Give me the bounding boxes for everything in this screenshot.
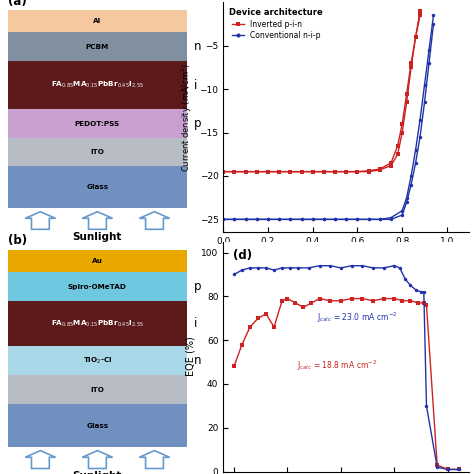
Y-axis label: Current density (mA/cm$^2$): Current density (mA/cm$^2$) bbox=[180, 63, 194, 172]
Bar bbox=[9, 404, 187, 447]
Text: J$_{calc}$ = 23.0 mA cm$^{-2}$: J$_{calc}$ = 23.0 mA cm$^{-2}$ bbox=[317, 310, 397, 325]
Bar bbox=[9, 32, 187, 61]
Text: Au: Au bbox=[92, 258, 103, 264]
Text: i: i bbox=[194, 79, 197, 91]
Text: (a): (a) bbox=[9, 0, 27, 8]
Bar bbox=[9, 375, 187, 404]
Text: ITO: ITO bbox=[91, 387, 104, 393]
Text: n: n bbox=[194, 40, 201, 53]
PathPatch shape bbox=[82, 212, 113, 229]
Text: i: i bbox=[194, 317, 197, 330]
Text: Glass: Glass bbox=[86, 184, 109, 191]
Bar bbox=[9, 301, 187, 346]
Bar bbox=[9, 346, 187, 375]
Bar bbox=[9, 250, 187, 272]
Text: (d): (d) bbox=[233, 248, 252, 262]
Bar bbox=[9, 61, 187, 109]
Text: Al: Al bbox=[93, 18, 101, 24]
X-axis label: Voltage (V): Voltage (V) bbox=[319, 252, 373, 262]
Text: TiO$_2$-Cl: TiO$_2$-Cl bbox=[83, 356, 112, 366]
Text: n: n bbox=[194, 354, 201, 367]
PathPatch shape bbox=[139, 212, 170, 229]
Text: FA$_{0.85}$MA$_{0.15}$PbBr$_{0.45}$I$_{2.55}$: FA$_{0.85}$MA$_{0.15}$PbBr$_{0.45}$I$_{2… bbox=[51, 319, 144, 329]
Bar bbox=[9, 109, 187, 138]
Text: Sunlight: Sunlight bbox=[73, 232, 122, 242]
Text: Sunlight: Sunlight bbox=[73, 471, 122, 474]
Text: ITO: ITO bbox=[91, 149, 104, 155]
Bar bbox=[9, 166, 187, 208]
Text: FA$_{0.85}$MA$_{0.15}$PbBr$_{0.45}$I$_{2.55}$: FA$_{0.85}$MA$_{0.15}$PbBr$_{0.45}$I$_{2… bbox=[51, 80, 144, 90]
Text: J$_{calc}$ = 18.8 mA cm$^{-2}$: J$_{calc}$ = 18.8 mA cm$^{-2}$ bbox=[297, 359, 377, 373]
Text: p: p bbox=[194, 117, 201, 130]
Bar bbox=[9, 272, 187, 301]
Text: p: p bbox=[194, 280, 201, 293]
Text: (b): (b) bbox=[9, 235, 27, 247]
Bar bbox=[9, 10, 187, 32]
PathPatch shape bbox=[25, 212, 55, 229]
PathPatch shape bbox=[82, 451, 113, 468]
Legend: Inverted p-i-n, Conventional n-i-p: Inverted p-i-n, Conventional n-i-p bbox=[227, 6, 326, 42]
Text: Spiro-OMeTAD: Spiro-OMeTAD bbox=[68, 283, 127, 290]
Bar bbox=[9, 138, 187, 166]
PathPatch shape bbox=[25, 451, 55, 468]
Text: PEDOT:PSS: PEDOT:PSS bbox=[75, 120, 120, 127]
Y-axis label: EQE (%): EQE (%) bbox=[186, 337, 196, 376]
Text: PCBM: PCBM bbox=[86, 44, 109, 50]
Text: Glass: Glass bbox=[86, 423, 109, 428]
PathPatch shape bbox=[139, 451, 170, 468]
